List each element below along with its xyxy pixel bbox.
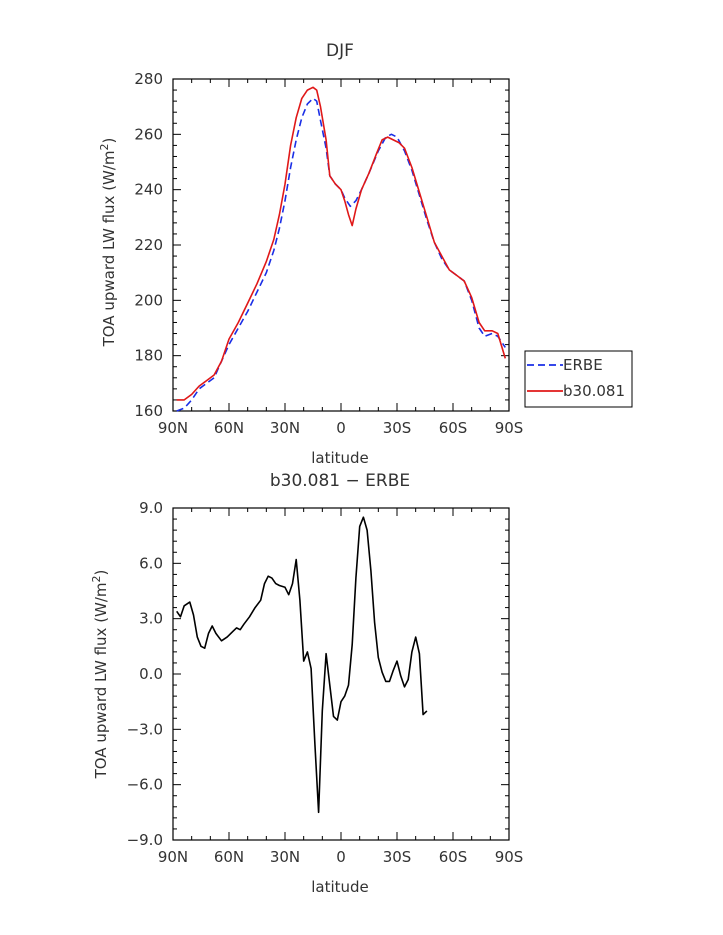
top-chart-y-tick-label: 240 <box>134 181 163 199</box>
top-chart-x-tick-label: 30S <box>383 419 412 437</box>
top-chart-y-axis-label: TOA upward LW flux (W/m2) <box>98 138 118 348</box>
legend-b30-label: b30.081 <box>563 382 625 400</box>
bottom-chart-y-tick-label: −9.0 <box>127 831 163 849</box>
top-chart-y-tick-label: 280 <box>134 70 163 88</box>
bottom-chart-plot-frame <box>172 507 510 841</box>
bottom-chart-panel: b30.081 − ERBE latitude TOA upward LW fl… <box>90 471 523 896</box>
top-chart-title: DJF <box>326 41 354 61</box>
top-chart-y-tick-label: 260 <box>134 125 163 143</box>
legend-box <box>524 350 633 408</box>
top-chart-x-tick-label: 60N <box>214 419 244 437</box>
bottom-chart-y-tick-label: 0.0 <box>139 665 163 683</box>
bottom-chart-y-axis-label: TOA upward LW flux (W/m2) <box>90 570 110 780</box>
bottom-chart-x-tick-label: 60N <box>214 848 244 866</box>
bottom-chart-y-tick-label: −3.0 <box>127 720 163 738</box>
bottom-chart-x-tick-label: 30N <box>270 848 300 866</box>
bottom-chart-y-tick-label: 3.0 <box>139 610 163 628</box>
bottom-chart-x-tick-label: 60S <box>439 848 468 866</box>
top-chart-x-tick-label: 60S <box>439 419 468 437</box>
bottom-chart-x-tick-label: 90S <box>495 848 524 866</box>
top-chart-series-b30-081-line <box>176 86 507 401</box>
top-chart-plot-frame <box>172 78 510 412</box>
bottom-chart-series-difference-line <box>176 516 428 814</box>
top-chart-x-tick-label: 30N <box>270 419 300 437</box>
bottom-chart-x-tick-label: 0 <box>336 848 346 866</box>
bottom-chart-title: b30.081 − ERBE <box>270 471 410 491</box>
top-chart-x-tick-label: 90N <box>158 419 188 437</box>
top-chart-series-erbe-line <box>176 97 506 412</box>
top-chart-x-tick-label: 0 <box>336 419 346 437</box>
bottom-chart-y-tick-label: −6.0 <box>127 776 163 794</box>
legend: ERBE b30.081 <box>524 350 633 408</box>
top-chart-x-tick-label: 90S <box>495 419 524 437</box>
top-chart-y-tick-label: 200 <box>134 291 163 309</box>
top-chart-panel: DJF latitude TOA upward LW flux (W/m2) 9… <box>98 41 523 467</box>
top-chart-y-tick-label: 220 <box>134 236 163 254</box>
bottom-chart-x-axis-label: latitude <box>311 878 369 896</box>
bottom-chart-x-tick-label: 90N <box>158 848 188 866</box>
top-chart-y-tick-label: 180 <box>134 347 163 365</box>
top-chart-y-tick-label: 160 <box>134 402 163 420</box>
top-chart-x-axis-label: latitude <box>311 449 369 467</box>
bottom-chart-y-tick-label: 9.0 <box>139 499 163 517</box>
legend-erbe-label: ERBE <box>563 356 603 374</box>
bottom-chart-y-tick-label: 6.0 <box>139 554 163 572</box>
bottom-chart-x-tick-label: 30S <box>383 848 412 866</box>
